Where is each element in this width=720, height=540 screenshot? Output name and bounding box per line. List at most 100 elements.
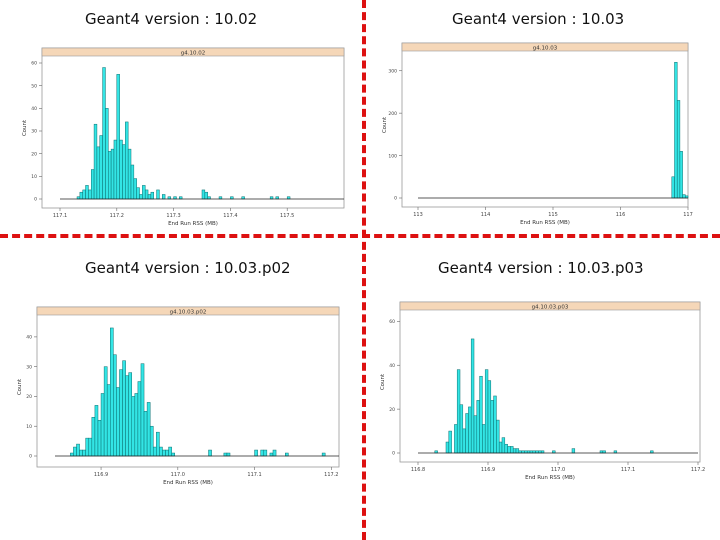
x-tick-label: 117.1 — [53, 213, 67, 219]
x-tick-label: 116.9 — [481, 467, 495, 473]
y-tick-label: 200 — [388, 111, 397, 117]
x-tick-label: 117 — [683, 212, 693, 218]
histogram-bar — [97, 420, 102, 457]
histogram-bar — [134, 393, 139, 457]
x-tick-label: 117.0 — [171, 472, 185, 478]
histogram-bar — [133, 178, 137, 200]
histogram-bar — [82, 189, 86, 200]
slide-title-3: Geant4 version : 10.03.p02 — [85, 259, 291, 277]
histogram-bar — [100, 393, 105, 457]
histogram-bar — [448, 430, 452, 454]
vertical-divider — [362, 0, 366, 540]
y-tick-label: 100 — [388, 153, 397, 159]
histogram-bar — [507, 446, 511, 454]
x-tick-label: 117.1 — [621, 467, 635, 473]
histogram-bar — [454, 424, 458, 454]
histogram-bar — [473, 415, 478, 454]
histogram-bar — [272, 449, 277, 457]
histogram-bar — [113, 354, 117, 457]
y-tick-label: 60 — [389, 319, 395, 325]
x-axis-label: End Run RSS (MB) — [163, 480, 213, 486]
chart-frame — [36, 306, 340, 468]
histogram-bar — [269, 452, 274, 457]
histogram-bar — [487, 380, 492, 454]
histogram-bar — [79, 449, 83, 457]
histogram-bar — [470, 338, 475, 454]
histogram-bar — [146, 402, 151, 457]
histogram-bar — [103, 366, 108, 457]
x-axis-label: End Run RSS (MB) — [520, 220, 570, 226]
histogram-bar — [263, 449, 268, 457]
histogram-bar — [679, 151, 683, 199]
chart-strip — [36, 306, 340, 316]
chart-frame — [41, 47, 345, 209]
histogram-bar — [76, 443, 80, 457]
histogram-bar — [498, 441, 503, 454]
histogram-bar — [260, 449, 265, 457]
y-axis-label: Count — [22, 119, 28, 136]
histogram-bar — [571, 448, 576, 454]
x-tick-label: 117.3 — [166, 213, 180, 219]
y-tick-label: 0 — [392, 451, 395, 457]
x-tick-label: 114 — [481, 212, 491, 218]
histogram-bar — [137, 381, 142, 457]
histogram-bar — [94, 405, 99, 457]
histogram-bar — [116, 387, 120, 457]
histogram-bar — [93, 123, 98, 200]
chart-strip — [401, 42, 689, 52]
x-tick-label: 113 — [413, 212, 423, 218]
histogram-bar — [99, 135, 103, 200]
slide-title-1: Geant4 version : 10.02 — [85, 10, 258, 28]
histogram-bar — [147, 194, 152, 200]
y-tick-label: 40 — [26, 335, 32, 341]
histogram-bar — [136, 187, 140, 200]
histogram-bar — [143, 411, 148, 457]
y-tick-label: 20 — [26, 394, 32, 400]
histogram-bar — [144, 189, 149, 200]
histogram-bar — [90, 169, 95, 200]
x-tick-label: 117.4 — [223, 213, 237, 219]
histogram-bar — [119, 369, 123, 457]
histogram-bar — [156, 189, 160, 200]
histogram-bar — [161, 194, 166, 200]
y-tick-label: 30 — [31, 129, 37, 135]
histogram-bar — [490, 400, 494, 454]
histogram-bar — [82, 449, 86, 457]
histogram-bar — [162, 449, 166, 457]
histogram-bar — [110, 327, 114, 457]
slide-title-4: Geant4 version : 10.03.p03 — [438, 259, 644, 277]
histogram-bar — [223, 452, 228, 457]
histogram-bar — [682, 194, 686, 199]
histogram-bar — [131, 396, 136, 457]
histogram-bar — [510, 446, 514, 454]
histogram-bar — [504, 443, 508, 454]
histogram-bar — [479, 375, 483, 454]
x-axis-label: End Run RSS (MB) — [525, 475, 575, 481]
y-tick-label: 60 — [31, 61, 37, 67]
chart-title: g4.10.02 — [181, 51, 205, 57]
histogram-bar — [676, 100, 681, 199]
histogram-bar — [493, 395, 497, 454]
histogram-bar — [105, 108, 109, 200]
histogram-bar — [106, 384, 111, 457]
histogram-bar — [128, 372, 133, 457]
histogram-bar — [671, 176, 675, 199]
histogram-bar — [96, 146, 101, 200]
chart-title: g4.10.03.p03 — [532, 305, 569, 311]
histogram-bar — [122, 360, 126, 457]
histogram-bar — [70, 452, 74, 457]
histogram-bar — [321, 452, 326, 457]
histogram-bar — [142, 185, 146, 200]
y-tick-label: 10 — [31, 174, 37, 180]
y-tick-label: 300 — [388, 68, 397, 74]
histogram-bar — [110, 148, 115, 200]
x-tick-label: 115 — [548, 212, 558, 218]
histogram-bar — [512, 448, 517, 454]
histogram-bar — [674, 61, 678, 199]
histogram-bar — [482, 424, 486, 454]
horizontal-divider — [0, 234, 720, 238]
histogram-bar — [201, 189, 206, 200]
histogram-bar — [465, 413, 469, 454]
histogram-bar — [149, 425, 154, 457]
